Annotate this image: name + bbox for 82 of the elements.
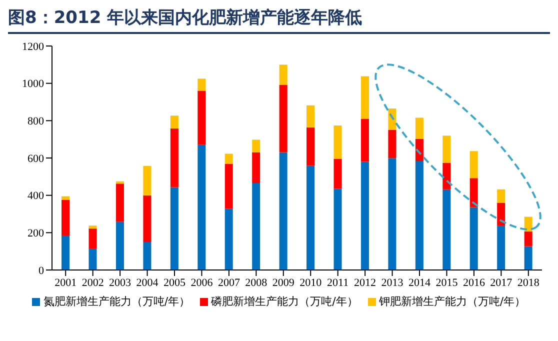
x-tick-label: 2013 [381, 276, 404, 289]
y-tick-label: 200 [28, 228, 44, 240]
bar [170, 128, 178, 188]
bar [334, 188, 342, 270]
bar [88, 248, 97, 270]
bar [470, 207, 478, 270]
bar [360, 76, 369, 119]
bar [524, 216, 532, 232]
y-tick-label: 800 [28, 116, 44, 128]
x-tick-label: 2009 [272, 276, 295, 289]
bar [415, 118, 424, 139]
bar [279, 152, 288, 270]
bar [224, 208, 233, 270]
bar [442, 189, 451, 270]
bar [143, 166, 152, 196]
x-tick-label: 2002 [82, 276, 104, 289]
chart-title: 图8：2012 年以来国内化肥新增产能逐年降低 [8, 6, 550, 34]
bar [88, 226, 97, 229]
bar [388, 130, 396, 158]
bar [360, 118, 369, 162]
bar [170, 187, 178, 270]
bar [524, 231, 532, 246]
bar [524, 246, 532, 270]
x-tick-label: 2007 [218, 276, 240, 289]
bar [143, 242, 152, 270]
x-tick-label: 2010 [300, 276, 322, 289]
legend-label: 氮肥新增生产能力（万吨/年） [43, 294, 190, 309]
bar [116, 184, 124, 222]
bar [306, 127, 315, 166]
x-tick-label: 2011 [327, 276, 349, 289]
bar [252, 152, 260, 184]
bar [224, 164, 233, 209]
bar [497, 226, 506, 270]
bar [470, 178, 478, 208]
bar [252, 140, 260, 152]
bar [279, 84, 288, 152]
bar [143, 195, 152, 242]
x-tick-label: 2004 [136, 276, 159, 289]
y-tick-label: 1200 [22, 40, 44, 53]
bar [470, 151, 478, 178]
bar [360, 162, 369, 270]
y-tick-label: 0 [38, 264, 44, 277]
x-tick-label: 2015 [436, 276, 458, 289]
x-tick-label: 2003 [109, 276, 132, 289]
bar [388, 108, 396, 130]
bar [62, 200, 70, 236]
bar [116, 222, 124, 270]
x-tick-label: 2008 [245, 276, 268, 289]
legend-label: 钾肥新增生产能力（万吨/年） [378, 294, 526, 309]
bar [497, 189, 506, 203]
bar [198, 78, 206, 91]
bar [88, 228, 97, 249]
bar [415, 160, 424, 270]
bar [170, 116, 178, 129]
bar [198, 90, 206, 145]
bar [388, 158, 396, 270]
bar [62, 196, 70, 200]
x-tick-label: 2012 [354, 276, 376, 289]
bar [279, 64, 288, 85]
bar [306, 105, 315, 128]
x-tick-label: 2005 [164, 276, 186, 289]
bar [306, 166, 315, 270]
legend-label: 磷肥新增生产能力（万吨/年） [211, 294, 358, 309]
bar [334, 126, 342, 159]
bar [198, 144, 206, 270]
x-tick-label: 2016 [462, 276, 486, 289]
x-tick-label: 2006 [190, 276, 214, 289]
y-tick-label: 400 [28, 190, 44, 202]
x-tick-label: 2017 [490, 276, 513, 289]
y-tick-label: 600 [28, 152, 44, 165]
bar [497, 202, 506, 226]
bar [252, 183, 260, 270]
bar [334, 158, 342, 189]
bar [224, 154, 233, 164]
x-tick-label: 2018 [517, 276, 540, 289]
bar [415, 138, 424, 161]
bar [442, 136, 451, 163]
bar [442, 162, 451, 190]
x-tick-label: 2001 [54, 276, 77, 289]
x-tick-label: 2014 [408, 276, 431, 289]
y-tick-label: 1000 [22, 78, 44, 90]
bar [62, 235, 70, 270]
